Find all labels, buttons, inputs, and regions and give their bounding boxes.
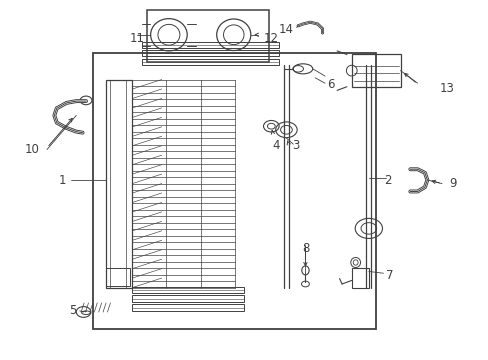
Text: 5: 5 <box>69 305 76 318</box>
Bar <box>351 54 400 87</box>
Bar <box>105 80 132 288</box>
Text: 6: 6 <box>327 78 334 91</box>
Bar <box>147 10 268 62</box>
Text: 10: 10 <box>25 143 40 156</box>
Bar <box>142 59 278 65</box>
Bar <box>132 287 244 293</box>
Text: 4: 4 <box>272 139 279 152</box>
Text: 3: 3 <box>291 139 299 152</box>
Bar <box>351 268 368 288</box>
Bar <box>132 305 244 311</box>
Bar <box>93 53 375 329</box>
Bar <box>132 296 244 302</box>
Text: 7: 7 <box>385 269 393 282</box>
Text: 9: 9 <box>448 177 456 190</box>
Text: 8: 8 <box>301 242 308 255</box>
Text: 1: 1 <box>59 174 66 186</box>
Text: 14: 14 <box>278 23 293 36</box>
Text: 2: 2 <box>384 174 391 186</box>
Bar <box>142 41 278 48</box>
Text: 11: 11 <box>129 32 144 45</box>
Text: 13: 13 <box>439 82 453 95</box>
Text: 12: 12 <box>264 32 279 45</box>
Bar <box>105 268 130 286</box>
Bar <box>142 50 278 56</box>
